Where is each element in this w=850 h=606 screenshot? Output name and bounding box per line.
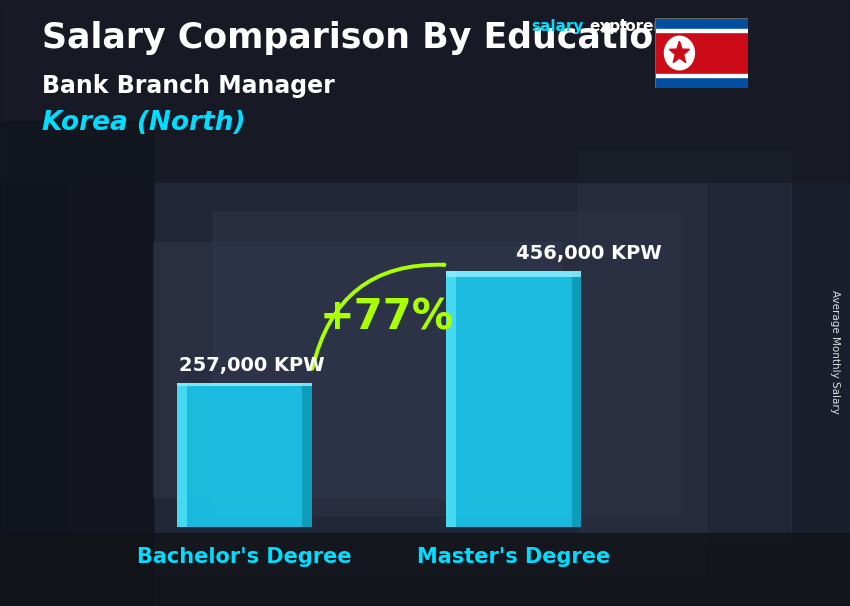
Text: Master's Degree: Master's Degree: [417, 547, 610, 567]
Bar: [0, 533, 850, 606]
Bar: [177, 382, 186, 527]
Bar: [578, 152, 790, 545]
Circle shape: [665, 36, 694, 70]
Bar: [572, 271, 581, 527]
Bar: [177, 382, 312, 527]
Text: +77%: +77%: [320, 297, 454, 339]
Text: Bachelor's Degree: Bachelor's Degree: [137, 547, 352, 567]
Bar: [654, 74, 748, 78]
Bar: [303, 382, 312, 527]
Bar: [446, 271, 581, 277]
Bar: [0, 121, 153, 606]
Text: Salary Comparison By Education: Salary Comparison By Education: [42, 21, 678, 55]
Bar: [212, 212, 680, 515]
Bar: [654, 30, 748, 76]
Text: explorer.com: explorer.com: [589, 19, 700, 35]
Text: 257,000 KPW: 257,000 KPW: [179, 356, 325, 375]
Bar: [446, 271, 581, 527]
Text: Bank Branch Manager: Bank Branch Manager: [42, 74, 335, 98]
Polygon shape: [669, 41, 689, 62]
Bar: [177, 382, 312, 386]
Text: salary: salary: [531, 19, 584, 35]
Bar: [0, 0, 850, 182]
Text: Average Monthly Salary: Average Monthly Salary: [830, 290, 840, 413]
Text: 456,000 KPW: 456,000 KPW: [516, 244, 661, 263]
Bar: [153, 242, 561, 497]
Bar: [446, 271, 456, 527]
Bar: [654, 28, 748, 32]
Text: Korea (North): Korea (North): [42, 110, 246, 136]
Bar: [68, 182, 706, 576]
